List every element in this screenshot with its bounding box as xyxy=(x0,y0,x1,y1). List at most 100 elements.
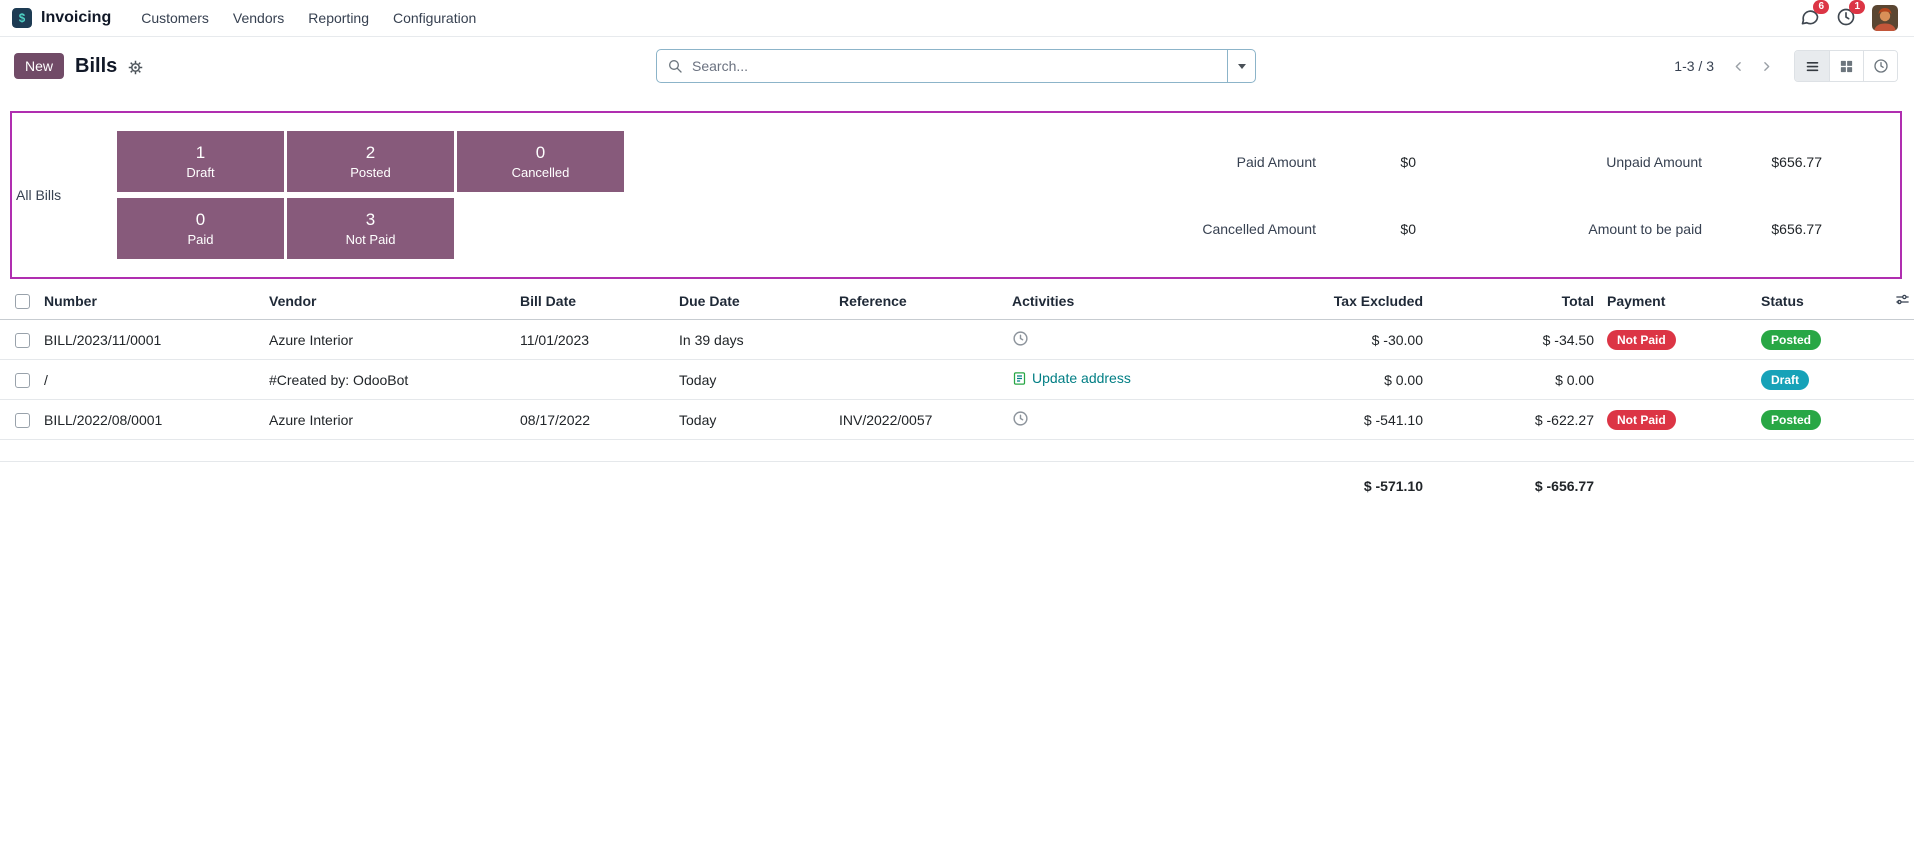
header-number[interactable]: Number xyxy=(44,285,269,320)
activity-clock-systray-icon xyxy=(1836,7,1856,30)
tile-paid[interactable]: 0 Paid xyxy=(117,198,284,259)
chevron-down-icon xyxy=(1237,63,1246,69)
payment-status-badge: Not Paid xyxy=(1607,329,1676,350)
cell-bill-date: 08/17/2022 xyxy=(520,399,679,440)
total-amount: $ -656.77 xyxy=(1534,478,1594,494)
control-panel: New Bills 1-3 / 3 xyxy=(0,37,1914,93)
cell-reference: INV/2022/0057 xyxy=(839,399,1012,440)
tile-not-paid[interactable]: 3 Not Paid xyxy=(287,198,454,259)
status-tiles: 1 Draft 2 Posted 0 Cancelled 0 Paid 3 No… xyxy=(117,131,624,259)
tile-label: Draft xyxy=(186,165,215,181)
cell-number[interactable]: BILL/2022/08/0001 xyxy=(44,399,269,440)
table-row[interactable]: BILL/2022/08/0001 Azure Interior 08/17/2… xyxy=(0,399,1914,440)
stat-value-amount-to-be-paid: $656.77 xyxy=(1771,220,1822,237)
row-checkbox[interactable] xyxy=(15,332,30,348)
tile-cancelled[interactable]: 0 Cancelled xyxy=(457,131,624,192)
breadcrumb-area: New Bills xyxy=(14,53,656,79)
activity-clock-icon[interactable] xyxy=(1012,410,1029,427)
header-vendor[interactable]: Vendor xyxy=(269,285,520,320)
cell-number[interactable]: / xyxy=(44,359,269,400)
new-button[interactable]: New xyxy=(14,53,65,79)
messages-button[interactable]: 6 xyxy=(1800,0,1829,30)
cell-reference xyxy=(839,319,1012,360)
messages-badge: 6 xyxy=(1813,0,1829,14)
header-activities[interactable]: Activities xyxy=(1012,285,1223,320)
activity-view-button[interactable] xyxy=(1863,51,1897,81)
menu-configuration[interactable]: Configuration xyxy=(393,10,477,26)
gear-icon[interactable] xyxy=(128,60,143,75)
cell-number[interactable]: BILL/2023/11/0001 xyxy=(44,319,269,360)
view-switcher xyxy=(1794,50,1898,82)
pager-previous-button[interactable] xyxy=(1726,53,1750,79)
tile-value: 2 xyxy=(365,142,376,162)
cell-reference xyxy=(839,359,1012,400)
menu-vendors[interactable]: Vendors xyxy=(232,10,285,26)
status-badge: Posted xyxy=(1761,329,1822,350)
menu-reporting[interactable]: Reporting xyxy=(308,10,369,26)
cell-payment: Not Paid xyxy=(1600,319,1755,360)
cell-due-date: Today xyxy=(679,399,839,440)
row-checkbox[interactable] xyxy=(15,412,30,428)
cell-status: Posted xyxy=(1755,319,1890,360)
stat-label-paid-amount: Paid Amount xyxy=(1236,153,1316,170)
cell-total: $ -34.50 xyxy=(1433,319,1600,360)
app-name[interactable]: Invoicing xyxy=(41,9,112,26)
tile-value: 0 xyxy=(535,142,546,162)
header-status[interactable]: Status xyxy=(1755,285,1890,320)
cell-activities xyxy=(1012,319,1223,360)
user-avatar[interactable] xyxy=(1872,5,1898,31)
cell-bill-date: 11/01/2023 xyxy=(520,319,679,360)
header-total[interactable]: Total xyxy=(1433,285,1600,320)
cell-payment: Not Paid xyxy=(1600,399,1755,440)
header-reference[interactable]: Reference xyxy=(839,285,1012,320)
cell-bill-date xyxy=(520,359,679,400)
pager-range: 1-3 / 3 xyxy=(1674,58,1714,74)
cell-tax-excluded: $ 0.00 xyxy=(1223,359,1433,400)
tile-value: 3 xyxy=(365,209,376,229)
pager-next-button[interactable] xyxy=(1754,53,1778,79)
payment-status-badge: Not Paid xyxy=(1607,409,1676,430)
message-bubble-icon xyxy=(1800,7,1820,30)
activity-summary-link[interactable]: Update address xyxy=(1032,370,1131,387)
header-due-date[interactable]: Due Date xyxy=(679,285,839,320)
stat-value-cancelled-amount: $0 xyxy=(1400,220,1416,237)
tile-label: Cancelled xyxy=(511,165,570,181)
stat-value-unpaid-amount: $656.77 xyxy=(1771,153,1822,170)
search-input[interactable] xyxy=(690,50,1227,82)
activity-type-icon[interactable] xyxy=(1012,371,1027,386)
optional-columns-icon[interactable] xyxy=(1895,294,1910,310)
group-label: All Bills xyxy=(16,187,62,203)
top-navbar: $ Invoicing Customers Vendors Reporting … xyxy=(0,0,1914,37)
cell-activities xyxy=(1012,399,1223,440)
select-all-checkbox[interactable] xyxy=(15,294,30,310)
search-bar[interactable] xyxy=(656,49,1256,83)
cell-status: Posted xyxy=(1755,399,1890,440)
row-checkbox[interactable] xyxy=(15,372,30,388)
navbar-left: $ Invoicing Customers Vendors Reporting … xyxy=(12,2,488,34)
header-payment[interactable]: Payment xyxy=(1600,285,1755,320)
table-row[interactable]: / #Created by: OdooBot Today Update addr… xyxy=(0,359,1914,400)
activity-clock-icon[interactable] xyxy=(1012,330,1029,347)
kanban-view-button[interactable] xyxy=(1829,51,1863,81)
tile-posted[interactable]: 2 Posted xyxy=(287,131,454,192)
tile-draft[interactable]: 1 Draft xyxy=(117,131,284,192)
cell-total: $ 0.00 xyxy=(1433,359,1600,400)
cell-due-date: In 39 days xyxy=(679,319,839,360)
table-totals-row: $ -571.10 $ -656.77 xyxy=(0,462,1914,509)
invoicing-app-icon[interactable]: $ xyxy=(12,8,32,28)
tile-label: Posted xyxy=(350,165,391,181)
cell-due-date: Today xyxy=(679,359,839,400)
activities-button[interactable]: 1 xyxy=(1836,0,1865,30)
status-badge: Draft xyxy=(1761,369,1810,390)
header-bill-date[interactable]: Bill Date xyxy=(520,285,679,320)
search-icon xyxy=(667,58,683,74)
search-dropdown-toggle[interactable] xyxy=(1227,50,1255,82)
cell-tax-excluded: $ -30.00 xyxy=(1223,319,1433,360)
cell-vendor: Azure Interior xyxy=(269,319,520,360)
svg-text:$: $ xyxy=(19,12,26,25)
table-row[interactable]: BILL/2023/11/0001 Azure Interior 11/01/2… xyxy=(0,319,1914,360)
list-view-button[interactable] xyxy=(1795,51,1829,81)
cell-vendor: Azure Interior xyxy=(269,399,520,440)
header-tax-excluded[interactable]: Tax Excluded xyxy=(1223,285,1433,320)
menu-customers[interactable]: Customers xyxy=(141,10,209,26)
